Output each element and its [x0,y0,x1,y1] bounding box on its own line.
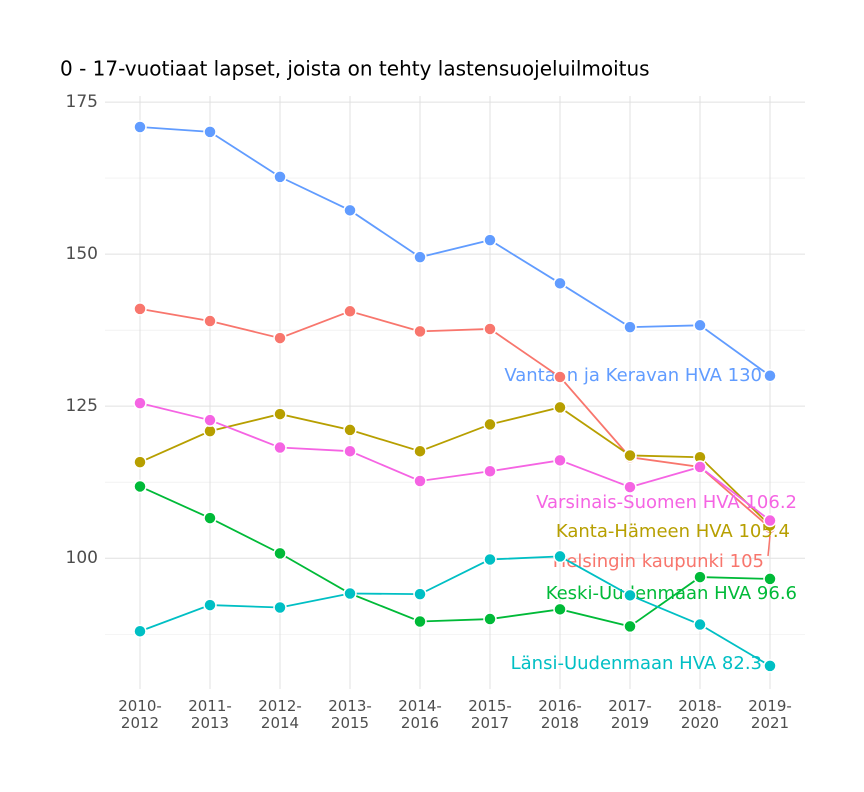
x-tick-label: 2018-2020 [678,697,722,732]
data-point [693,318,707,333]
data-point [203,413,217,427]
data-point [693,460,707,474]
series-line [139,307,771,529]
series-line [139,126,771,377]
x-tick-label: 2016-2018 [538,697,582,732]
data-point [623,588,637,603]
end-label: Helsingin kaupunki 105 [553,551,764,572]
data-point [413,474,427,488]
data-point [553,276,567,291]
end-label: Länsi-Uudenmaan HVA 82.3 [511,653,762,674]
x-tick-label: 2012-2014 [258,697,302,732]
data-point [623,619,637,634]
data-point [203,511,217,525]
series-line [139,402,771,522]
y-tick-label: 100 [66,548,98,568]
data-point [553,602,567,617]
series-line [139,485,771,628]
data-point [553,400,567,415]
end-label: Kanta-Hämeen HVA 105.4 [556,521,790,542]
data-point [343,304,357,319]
data-point [343,586,357,601]
series-line [139,406,771,527]
end-label: Vantaan ja Keravan HVA 130 [504,365,762,386]
data-point [483,417,497,432]
x-tick-label: 2015-2017 [468,697,512,732]
y-tick-label: 125 [66,396,98,416]
data-point [483,233,497,247]
data-point [133,302,147,316]
data-point [273,440,287,455]
data-point [133,120,147,134]
data-point [273,407,287,421]
x-tick-label: 2013-2015 [328,697,372,732]
chart-title: 0 - 17-vuotiaat lapset, joista on tehty … [60,57,650,81]
data-point [273,170,287,184]
y-tick-label: 150 [66,244,98,264]
data-point [343,423,357,437]
data-point [483,552,497,567]
data-point [483,464,497,479]
data-point [343,444,357,458]
data-point [413,587,427,601]
data-point [133,396,147,410]
end-label: Varsinais-Suomen HVA 106.2 [536,492,797,513]
x-tick-label: 2014-2016 [398,697,442,732]
data-point [763,572,777,586]
series-line [139,555,771,667]
data-point [553,453,567,468]
data-point [483,612,497,626]
data-point [623,448,637,463]
data-point [413,444,427,458]
data-point [763,369,777,383]
y-tick-label: 175 [66,92,98,112]
data-point [273,331,287,345]
data-point [133,624,147,638]
data-point [343,203,357,218]
data-point [203,314,217,328]
data-point [273,600,287,615]
data-point [203,598,217,612]
data-point [763,513,777,528]
data-point [133,479,147,494]
data-point [763,659,777,673]
data-point [623,320,637,334]
x-tick-label: 2019-2021 [748,697,792,732]
x-tick-label: 2017-2019 [608,697,652,732]
data-point [273,546,287,561]
label-connector [767,535,771,557]
data-point [693,570,707,584]
data-point [203,125,217,139]
data-point [133,455,147,469]
data-point [623,480,637,494]
end-label: Keski-Uudenmaan HVA 96.6 [546,583,797,604]
data-point [413,250,427,264]
data-point [413,324,427,339]
data-point [553,549,567,564]
data-point [483,322,497,336]
data-point [553,370,567,384]
x-tick-label: 2010-2012 [118,697,162,732]
data-point [693,617,707,632]
data-point [413,614,427,629]
x-tick-label: 2011-2013 [188,697,232,732]
